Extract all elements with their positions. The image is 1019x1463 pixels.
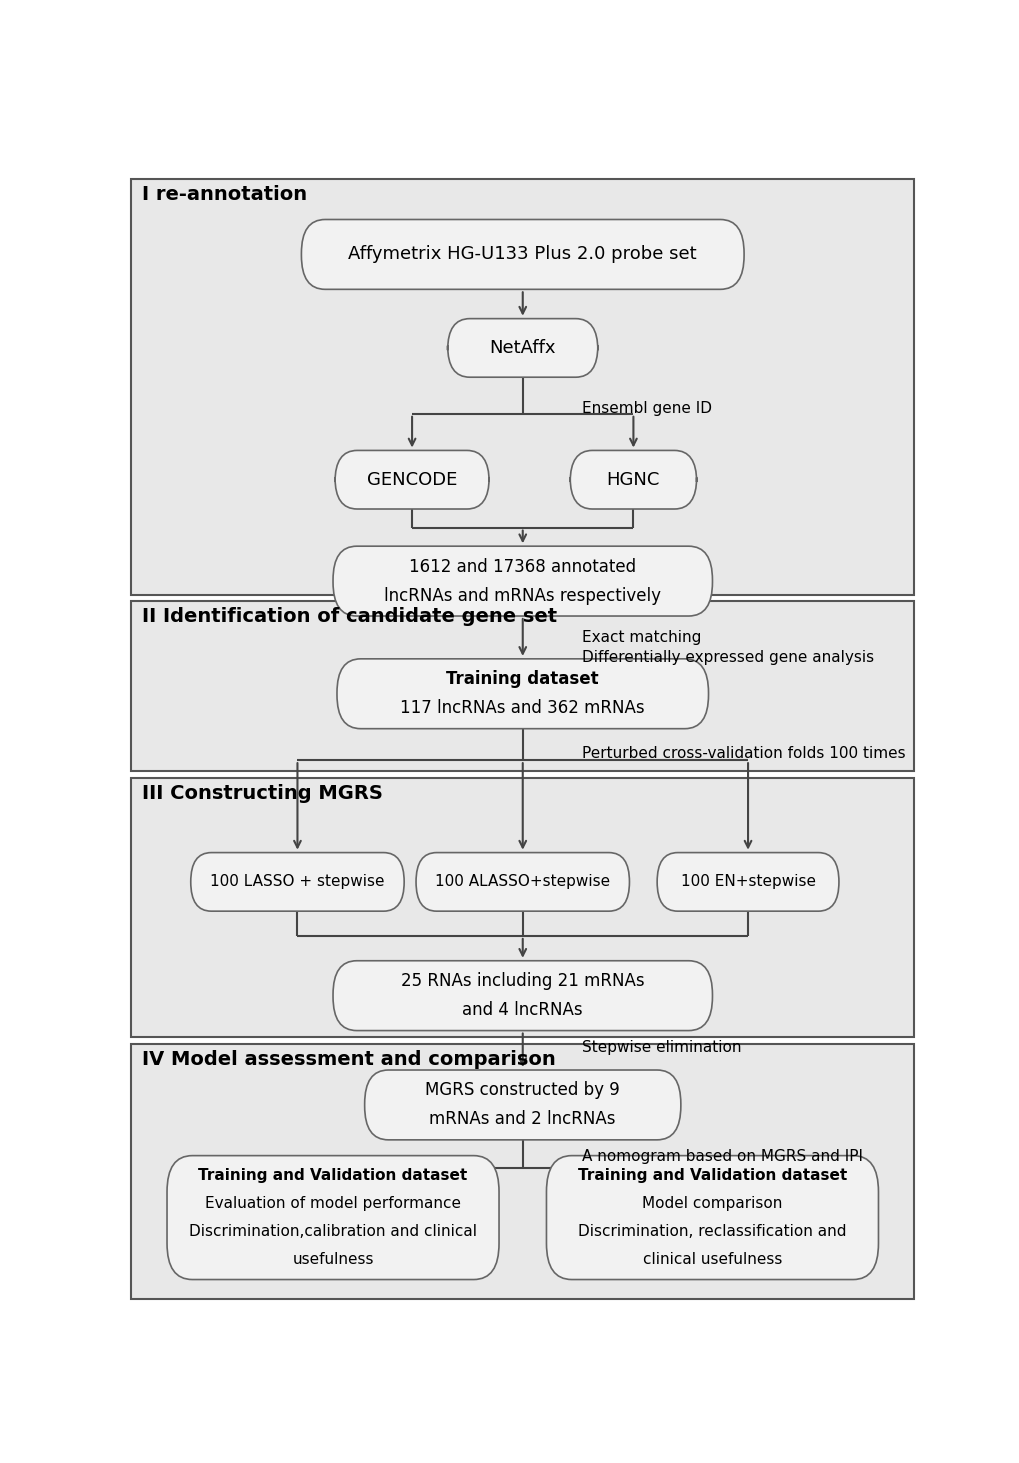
Text: Training dataset: Training dataset xyxy=(446,670,598,688)
Text: NetAffx: NetAffx xyxy=(489,339,555,357)
Text: 1612 and 17368 annotated: 1612 and 17368 annotated xyxy=(409,557,636,575)
Text: Stepwise elimination: Stepwise elimination xyxy=(582,1040,741,1055)
Text: Model comparison: Model comparison xyxy=(642,1195,782,1211)
FancyBboxPatch shape xyxy=(336,658,708,729)
Text: Evaluation of model performance: Evaluation of model performance xyxy=(205,1195,461,1211)
Text: I re-annotation: I re-annotation xyxy=(142,184,307,203)
FancyBboxPatch shape xyxy=(167,1156,498,1280)
Text: clinical usefulness: clinical usefulness xyxy=(642,1252,782,1267)
Text: Discrimination,calibration and clinical: Discrimination,calibration and clinical xyxy=(189,1225,477,1239)
FancyBboxPatch shape xyxy=(546,1156,877,1280)
FancyBboxPatch shape xyxy=(333,546,711,616)
Text: usefulness: usefulness xyxy=(292,1252,373,1267)
Text: HGNC: HGNC xyxy=(606,471,659,489)
FancyBboxPatch shape xyxy=(656,853,839,911)
Bar xyxy=(131,178,913,594)
Text: A nomogram based on MGRS and IPI: A nomogram based on MGRS and IPI xyxy=(582,1148,862,1165)
FancyBboxPatch shape xyxy=(191,853,404,911)
FancyBboxPatch shape xyxy=(447,319,597,377)
Bar xyxy=(131,778,913,1037)
Text: Ensembl gene ID: Ensembl gene ID xyxy=(582,401,711,417)
Text: mRNAs and 2 lncRNAs: mRNAs and 2 lncRNAs xyxy=(429,1110,615,1128)
Text: Differentially expressed gene analysis: Differentially expressed gene analysis xyxy=(582,650,873,664)
Text: 100 ALASSO+stepwise: 100 ALASSO+stepwise xyxy=(435,875,609,890)
Text: MGRS constructed by 9: MGRS constructed by 9 xyxy=(425,1081,620,1099)
FancyBboxPatch shape xyxy=(570,451,696,509)
Text: 100 LASSO + stepwise: 100 LASSO + stepwise xyxy=(210,875,384,890)
Text: Affymetrix HG-U133 Plus 2.0 probe set: Affymetrix HG-U133 Plus 2.0 probe set xyxy=(348,246,696,263)
Text: GENCODE: GENCODE xyxy=(367,471,457,489)
Text: Discrimination, reclassification and: Discrimination, reclassification and xyxy=(578,1225,846,1239)
Bar xyxy=(131,1045,913,1299)
Text: II Identification of candidate gene set: II Identification of candidate gene set xyxy=(142,607,556,626)
FancyBboxPatch shape xyxy=(302,219,744,290)
Text: lncRNAs and mRNAs respectively: lncRNAs and mRNAs respectively xyxy=(384,587,660,604)
FancyBboxPatch shape xyxy=(334,451,489,509)
Text: IV Model assessment and comparison: IV Model assessment and comparison xyxy=(142,1050,555,1069)
Text: Training and Validation dataset: Training and Validation dataset xyxy=(199,1167,467,1184)
Text: 25 RNAs including 21 mRNAs: 25 RNAs including 21 mRNAs xyxy=(400,971,644,990)
Text: Perturbed cross-validation folds 100 times: Perturbed cross-validation folds 100 tim… xyxy=(582,746,905,761)
Text: 100 EN+stepwise: 100 EN+stepwise xyxy=(680,875,815,890)
Text: III Constructing MGRS: III Constructing MGRS xyxy=(142,784,382,803)
FancyBboxPatch shape xyxy=(333,961,711,1030)
Text: Exact matching: Exact matching xyxy=(582,629,701,645)
Text: 117 lncRNAs and 362 mRNAs: 117 lncRNAs and 362 mRNAs xyxy=(400,699,644,717)
Text: and 4 lncRNAs: and 4 lncRNAs xyxy=(462,1001,583,1020)
Bar xyxy=(131,601,913,771)
FancyBboxPatch shape xyxy=(416,853,629,911)
FancyBboxPatch shape xyxy=(365,1069,681,1140)
Text: Training and Validation dataset: Training and Validation dataset xyxy=(578,1167,846,1184)
